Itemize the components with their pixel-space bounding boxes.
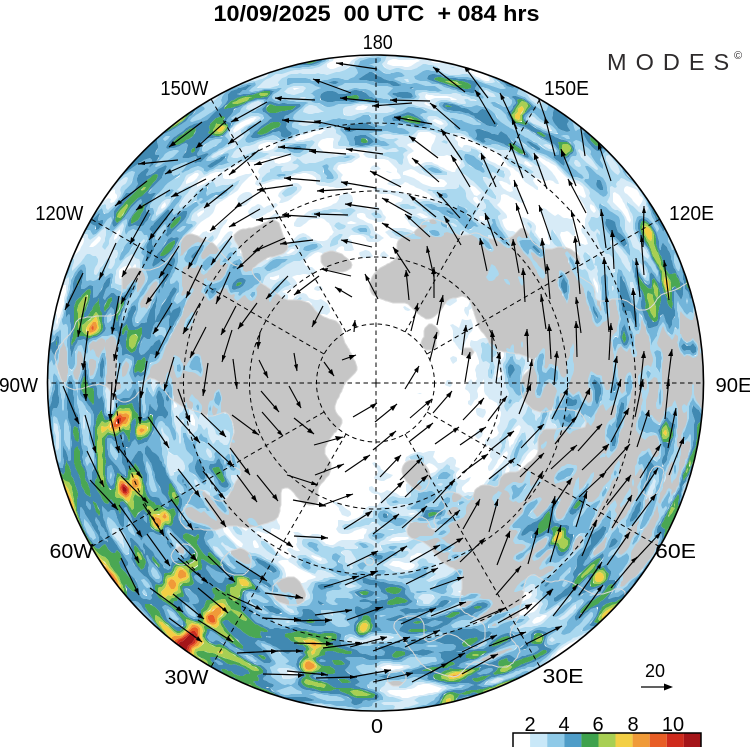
svg-text:20: 20 bbox=[645, 661, 665, 681]
svg-text:30E: 30E bbox=[543, 666, 584, 688]
svg-text:90W: 90W bbox=[0, 375, 38, 397]
svg-text:120W: 120W bbox=[35, 203, 83, 225]
svg-text:150E: 150E bbox=[544, 78, 589, 100]
svg-text:90E: 90E bbox=[716, 375, 750, 397]
svg-text:MODES: MODES bbox=[607, 49, 738, 75]
svg-text:4: 4 bbox=[558, 714, 569, 736]
svg-text:0: 0 bbox=[371, 716, 383, 738]
svg-text:8: 8 bbox=[627, 714, 638, 736]
svg-text:10/09/2025 00 UTC + 084 hrs: 10/09/2025 00 UTC + 084 hrs bbox=[214, 1, 540, 26]
svg-text:30W: 30W bbox=[165, 667, 209, 689]
svg-text:©: © bbox=[734, 50, 742, 62]
svg-text:2: 2 bbox=[524, 714, 535, 736]
svg-text:180: 180 bbox=[363, 32, 393, 54]
svg-text:60W: 60W bbox=[50, 541, 94, 563]
svg-text:120E: 120E bbox=[669, 203, 714, 225]
svg-text:60E: 60E bbox=[655, 541, 696, 563]
svg-text:6: 6 bbox=[592, 714, 603, 736]
svg-text:150W: 150W bbox=[160, 78, 208, 100]
svg-text:10: 10 bbox=[662, 714, 684, 736]
